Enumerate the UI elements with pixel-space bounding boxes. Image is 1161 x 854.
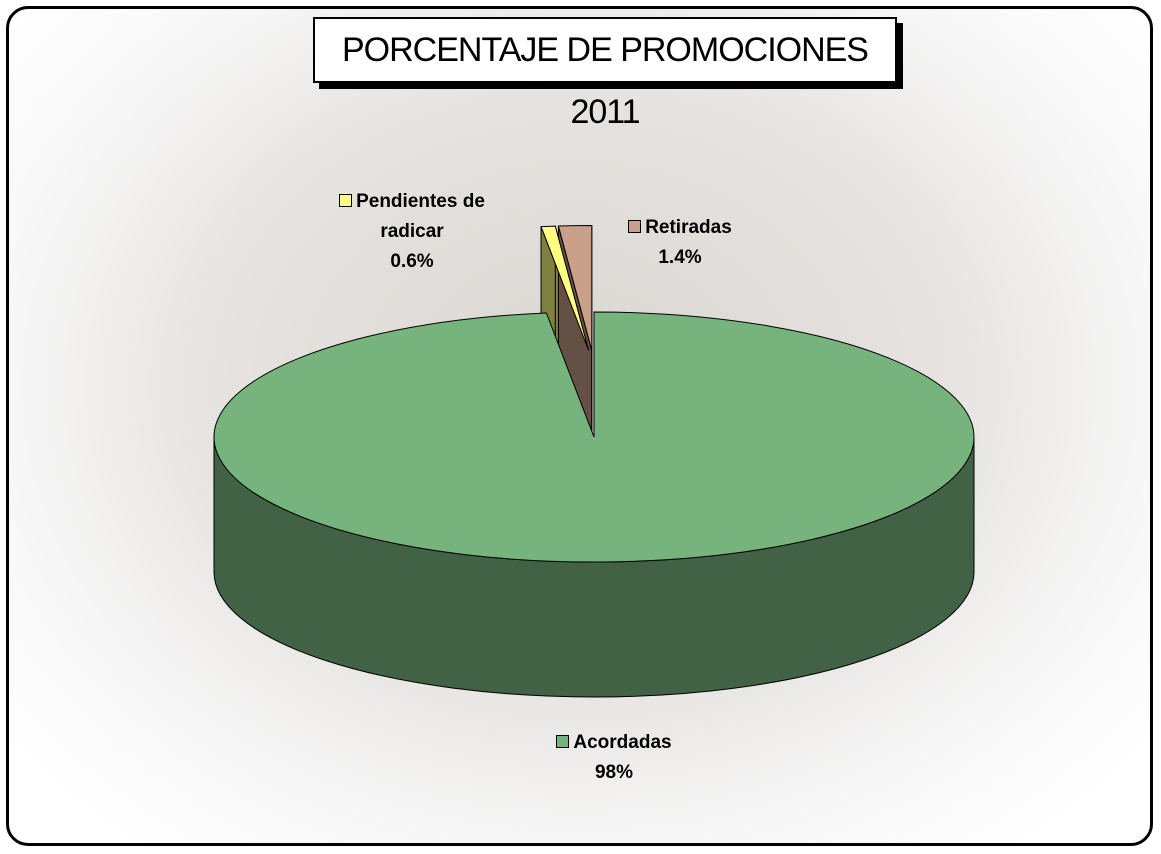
pie-slice <box>540 225 590 351</box>
value-label: 1.4% <box>658 247 702 268</box>
data-label: Pendientes de radicar 0.6% <box>262 187 562 277</box>
category-label: Pendientes de radicar <box>356 191 485 242</box>
legend-key <box>628 220 642 233</box>
category-label: Acordadas <box>573 732 672 753</box>
chart-title: PORCENTAJE DE PROMOCIONES 2011 <box>313 17 897 131</box>
data-label: Retiradas 1.4% <box>550 213 810 273</box>
category-label: Retiradas <box>645 217 732 238</box>
value-label: 98% <box>594 762 634 783</box>
data-label: Acordadas 98% <box>464 728 764 788</box>
pie-slice <box>557 225 593 351</box>
legend-key <box>339 194 353 207</box>
value-label: 0.6% <box>390 251 434 272</box>
pie-slice <box>213 311 975 563</box>
legend-key <box>556 735 570 748</box>
